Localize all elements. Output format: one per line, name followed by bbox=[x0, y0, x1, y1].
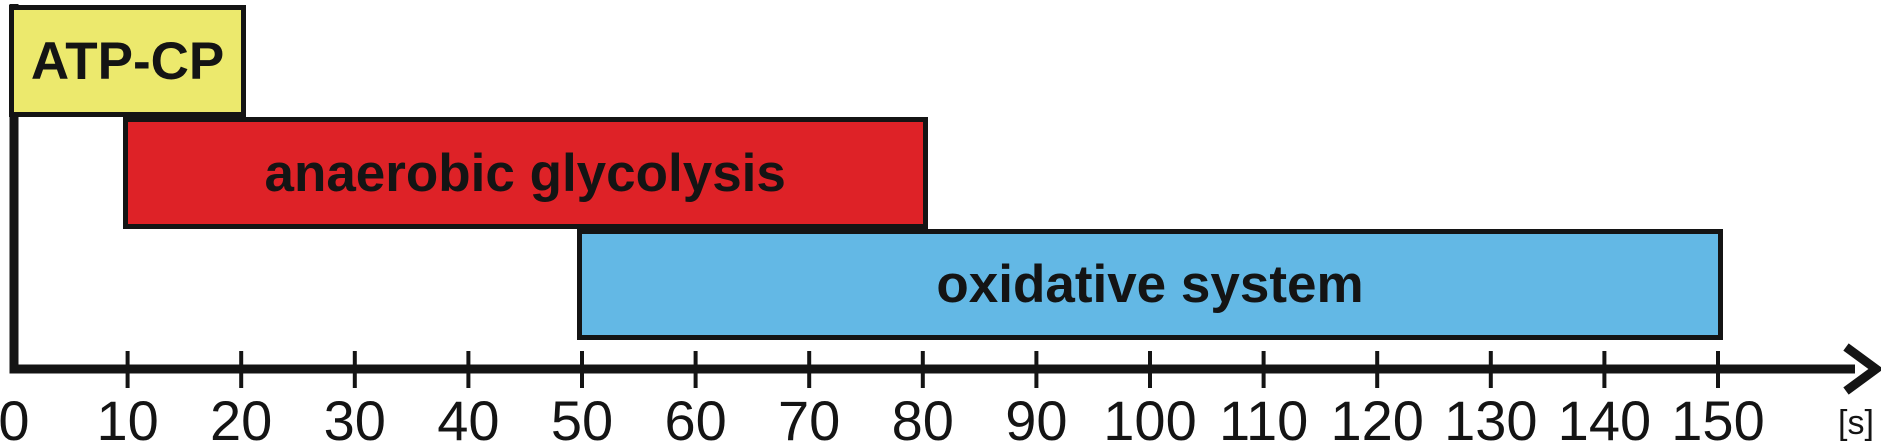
tick-label: 80 bbox=[891, 389, 954, 443]
bar-label: ATP-CP bbox=[30, 31, 225, 91]
bar-atp-cp: ATP-CP bbox=[9, 5, 247, 117]
tick-label: 0 bbox=[0, 389, 30, 443]
axis-arrowhead-icon bbox=[1843, 343, 1881, 395]
bar-label: anaerobic glycolysis bbox=[264, 143, 786, 203]
tick-label: 40 bbox=[437, 389, 500, 443]
tick-label: 50 bbox=[550, 389, 614, 443]
bar-oxidative-system: oxidative system bbox=[577, 229, 1723, 340]
tick-label: 30 bbox=[323, 389, 386, 443]
tick-label: 90 bbox=[1005, 389, 1068, 443]
tick-label: 100 bbox=[1103, 389, 1197, 443]
axis-unit-label: [s] bbox=[1838, 404, 1874, 442]
tick-label: 150 bbox=[1671, 389, 1765, 443]
tick-label: 130 bbox=[1444, 389, 1538, 443]
tick-label: 140 bbox=[1557, 389, 1652, 443]
tick-label: 110 bbox=[1218, 389, 1309, 443]
tick-label: 20 bbox=[210, 389, 273, 443]
bar-label: oxidative system bbox=[936, 255, 1364, 314]
tick-label: 120 bbox=[1330, 389, 1424, 443]
tick-label: 60 bbox=[664, 389, 727, 443]
tick-label: 10 bbox=[96, 389, 159, 443]
bar-anaerobic-glycolysis: anaerobic glycolysis bbox=[122, 117, 928, 229]
tick-label: 70 bbox=[778, 389, 841, 443]
